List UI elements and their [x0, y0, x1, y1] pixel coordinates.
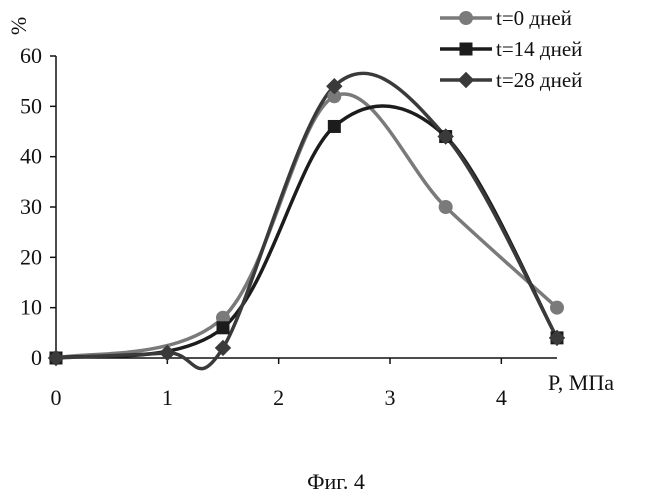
legend-item-t-0: t=0 дней — [440, 6, 572, 30]
legend-label: t=14 дней — [496, 37, 582, 61]
series-line-t-14 — [56, 106, 557, 358]
x-tick-label: 2 — [273, 385, 284, 410]
legend-item-t-14: t=14 дней — [440, 37, 582, 61]
y-tick-label: 10 — [20, 295, 42, 320]
legend-label: t=28 дней — [496, 68, 582, 92]
x-tick-label: 0 — [51, 385, 62, 410]
legend-label: t=0 дней — [496, 6, 572, 30]
y-tick-label: 30 — [20, 194, 42, 219]
series-lines — [56, 73, 557, 368]
y-tick-label: 20 — [20, 244, 42, 269]
y-tick-label: 60 — [20, 43, 42, 68]
data-point-t-14 — [217, 322, 229, 334]
y-tick-label: 50 — [20, 93, 42, 118]
legend-marker — [459, 73, 474, 88]
legend-marker — [460, 12, 473, 25]
data-point-t-14 — [328, 120, 340, 132]
series-line-t-28 — [56, 73, 557, 368]
x-axis-title: P, МПа — [548, 370, 614, 395]
series-markers — [49, 79, 565, 366]
legend-item-t-28: t=28 дней — [440, 68, 582, 92]
y-tick-label: 40 — [20, 144, 42, 169]
data-point-t-0 — [551, 301, 564, 314]
figure-caption: Фиг. 4 — [307, 469, 365, 494]
data-point-t-0 — [439, 201, 452, 214]
x-tick-label: 4 — [496, 385, 507, 410]
axes — [56, 56, 557, 358]
legend-marker — [460, 43, 472, 55]
legend: t=0 дней t=14 дней t=28 дней — [440, 6, 582, 92]
x-tick-label: 1 — [162, 385, 173, 410]
x-tick-label: 3 — [385, 385, 396, 410]
y-tick-label: 0 — [31, 345, 42, 370]
y-axis-title: % — [6, 17, 31, 35]
